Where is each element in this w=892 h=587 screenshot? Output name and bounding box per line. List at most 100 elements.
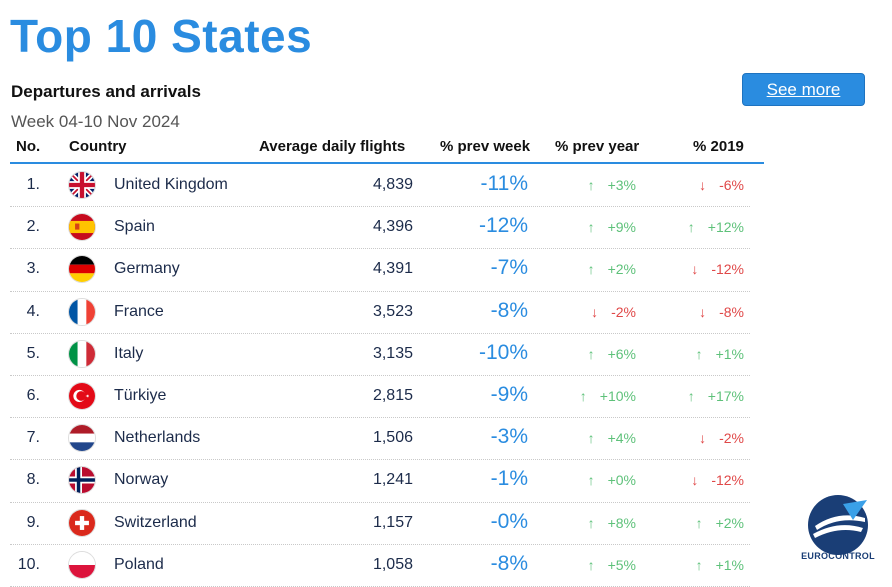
arrow-up-icon: ↑ [587,430,595,447]
arrow-down-icon: ↓ [699,430,707,447]
column-header-flights: Average daily flights [259,138,406,155]
column-header-no: No. [16,138,41,155]
change-2019: ↑ +1% [678,557,744,573]
country-name: Switzerland [114,513,197,531]
prev-year-change: ↑ +9% [570,219,636,235]
table-row: 10. Poland 1,058 -8% ↑ +5% ↑ +1% [10,545,750,587]
table-row: 7. Netherlands 1,506 -3% ↑ +4% ↓ -2% [10,418,750,461]
country-name: Germany [114,260,180,278]
page-title: Top 10 States [10,10,313,62]
table-row: 9. Switzerland 1,157 -0% ↑ +8% ↑ +2% [10,503,750,545]
average-daily-flights: 1,058 [372,555,413,573]
average-daily-flights: 4,396 [372,218,413,236]
rank: 10. [17,555,40,573]
arrow-up-icon: ↑ [587,219,595,236]
table-row: 8. Norway 1,241 -1% ↑ +0% ↓ -12% [10,460,750,503]
prev-year-value: +2% [607,261,636,278]
prev-week-change: -11% [480,172,528,195]
average-daily-flights: 1,506 [372,429,413,447]
rank: 6. [26,386,40,404]
change-2019-value: +1% [715,556,744,573]
country-name: Netherlands [114,429,201,447]
prev-week-change: -7% [490,256,528,280]
arrow-up-icon: ↑ [695,345,703,362]
norway-flag-icon [68,466,96,495]
prev-year-value: +0% [607,472,636,489]
prev-year-value: +9% [607,219,636,236]
prev-year-change: ↑ +0% [570,472,636,488]
spain-flag-icon [68,213,96,242]
arrow-down-icon: ↓ [699,303,707,320]
table-row: 3. Germany 4,391 -7% ↑ +2% ↓ -12% [10,249,750,292]
country-name: Italy [114,344,144,362]
arrow-up-icon: ↑ [687,387,695,404]
change-2019: ↑ +2% [678,515,744,531]
country-name: Spain [114,218,155,236]
change-2019: ↓ -8% [678,304,744,320]
average-daily-flights: 3,523 [372,302,413,320]
change-2019-value: -12% [711,261,744,278]
logo-text: EUROCONTROL [801,551,875,561]
average-daily-flights: 3,135 [372,344,413,362]
change-2019-value: +12% [707,219,744,236]
change-2019-value: +17% [707,387,744,404]
germany-flag-icon [68,255,96,284]
prev-week-change: -3% [490,425,528,449]
prev-year-change: ↑ +6% [570,346,636,362]
column-header-country: Country [69,138,127,155]
table-row: 2. Spain 4,396 -12% ↑ +9% ↑ +12% [10,207,750,250]
prev-year-change: ↑ +2% [570,261,636,277]
eurocontrol-logo-icon [808,495,868,555]
arrow-up-icon: ↑ [695,514,703,531]
prev-year-change: ↑ +4% [570,430,636,446]
subtitle: Departures and arrivals [11,82,201,101]
prev-week-change: -8% [490,298,528,322]
table-row: 1. United Kingdom 4,839 -11% ↑ +3% ↓ -6% [10,165,750,208]
prev-year-change: ↑ +8% [570,515,636,531]
country-name: Türkiye [114,386,167,404]
table-header: No. Country Average daily flights % prev… [10,134,764,164]
country-name: France [114,302,164,320]
prev-week-change: -10% [478,340,528,364]
italy-flag-icon [68,339,96,368]
arrow-up-icon: ↑ [587,261,595,278]
change-2019: ↑ +12% [678,219,744,235]
poland-flag-icon [68,550,96,579]
uk-flag-icon [68,171,96,199]
arrow-up-icon: ↑ [587,472,595,489]
switzerland-flag-icon [68,508,96,537]
country-name: Poland [114,555,164,573]
rank: 7. [26,429,40,447]
rank: 2. [26,218,40,236]
prev-year-change: ↑ +5% [570,557,636,573]
country-name: Norway [114,471,169,489]
average-daily-flights: 1,157 [372,513,413,531]
column-header-prev-week: % prev week [440,138,531,155]
rank: 1. [26,176,40,193]
arrow-down-icon: ↓ [699,177,707,193]
average-daily-flights: 1,241 [372,471,413,489]
prev-year-value: +4% [607,430,636,447]
prev-year-value: +5% [607,556,636,573]
see-more-button[interactable]: See more [742,73,865,106]
rank: 5. [26,344,40,362]
table-row: 4. France 3,523 -8% ↓ -2% ↓ -8% [10,292,750,334]
arrow-down-icon: ↓ [591,303,599,320]
table-row: 5. Italy 3,135 -10% ↑ +6% ↑ +1% [10,334,750,376]
prev-week-change: -1% [490,467,528,491]
change-2019-value: +2% [715,514,744,531]
change-2019-value: +1% [715,345,744,362]
change-2019: ↓ -6% [678,177,744,193]
france-flag-icon [68,297,96,326]
arrow-up-icon: ↑ [695,556,703,573]
average-daily-flights: 4,839 [372,176,413,193]
average-daily-flights: 4,391 [372,260,413,278]
prev-year-value: +10% [599,387,636,404]
prev-week-change: -8% [490,551,528,575]
change-2019-value: -6% [719,177,744,193]
table-row: 6. Türkiye 2,815 -9% ↑ +10% ↑ +17% [10,376,750,419]
arrow-down-icon: ↓ [691,472,699,489]
rank: 4. [26,302,40,320]
prev-year-change: ↑ +10% [570,388,636,404]
arrow-up-icon: ↑ [587,177,595,193]
